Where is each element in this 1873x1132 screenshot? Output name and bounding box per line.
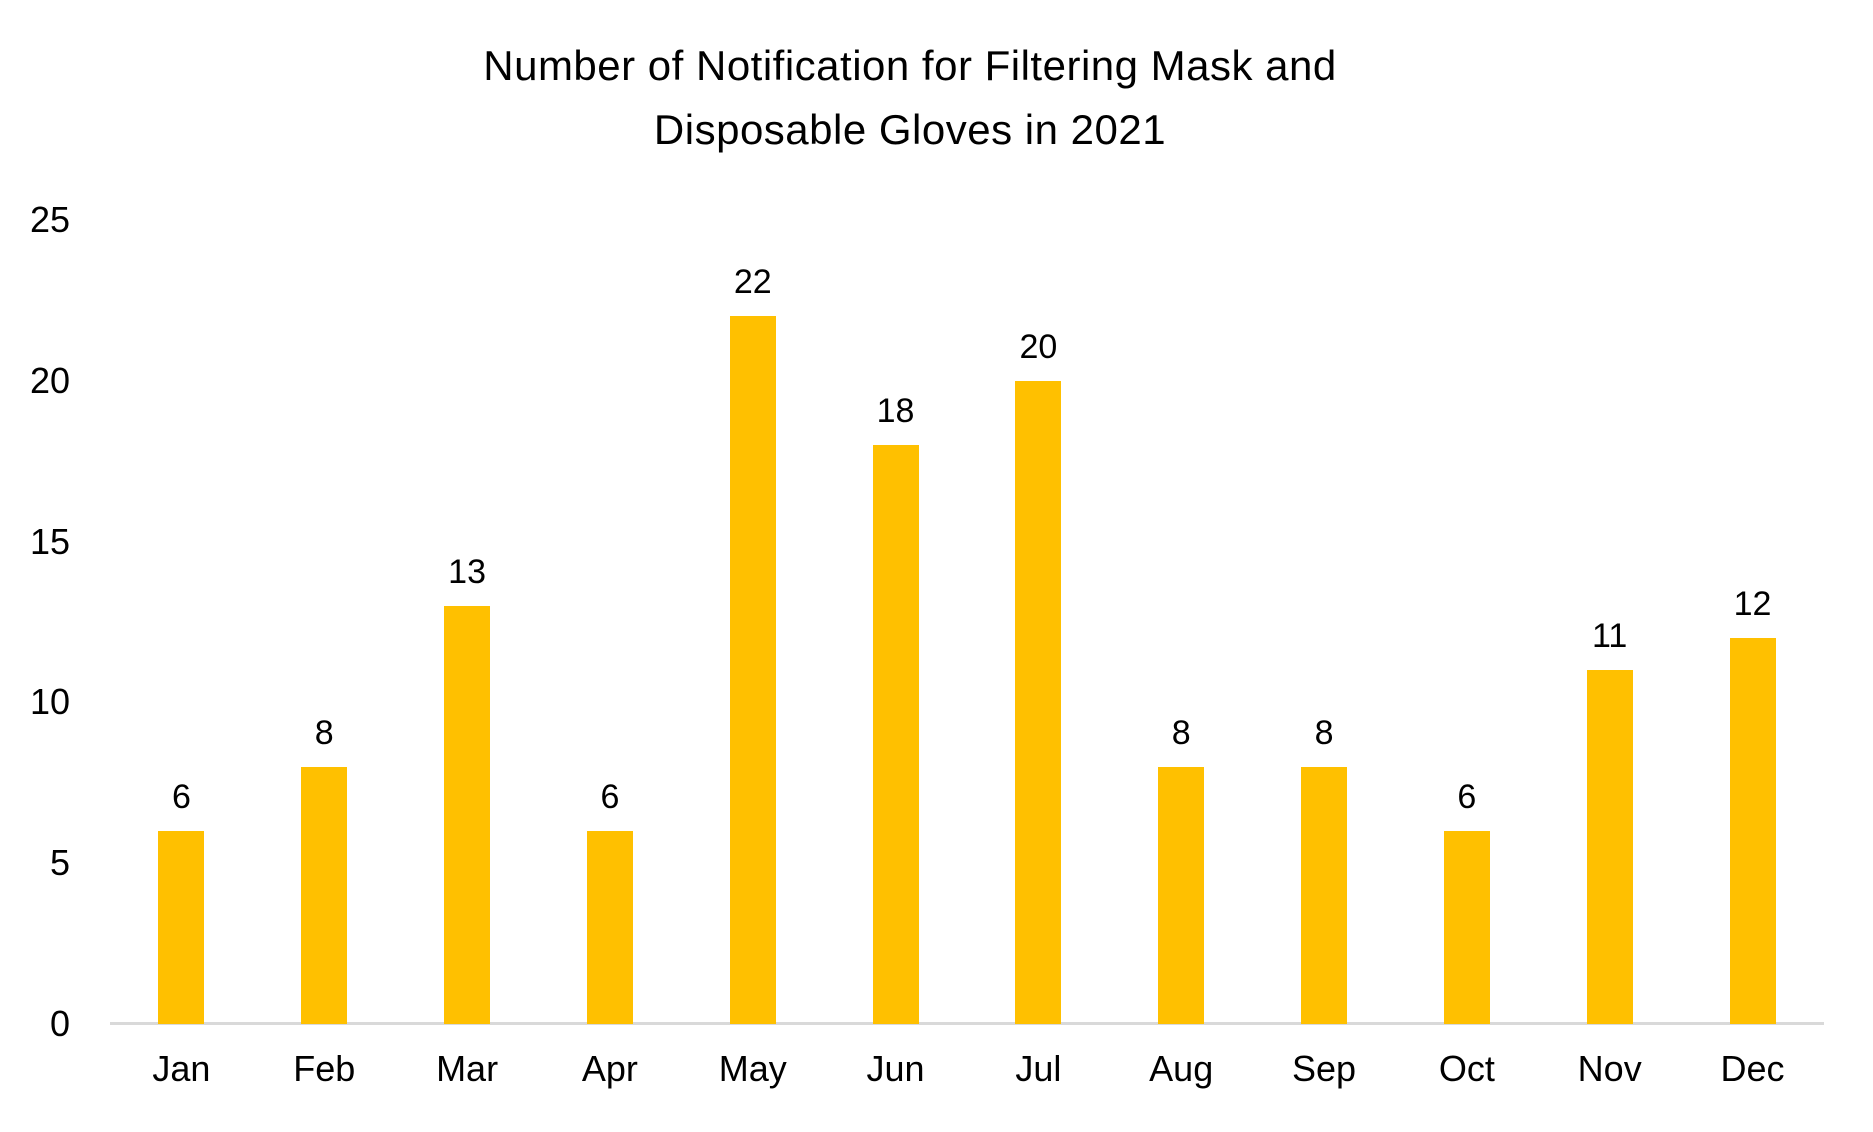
bar-dec (1729, 638, 1776, 1024)
x-axis-labels: Jan Feb Mar Apr May Jun Jul Aug Sep Oct Nov Dec (110, 1048, 1824, 1090)
bar-jun (872, 445, 919, 1024)
bar-value-label-oct: 6 (1457, 778, 1477, 817)
y-tick-label-0: 0 (49, 1003, 70, 1044)
bar-group-may: 22 (681, 220, 824, 1024)
chart-title-line-1: Number of Notification for Filtering Mas… (483, 42, 1337, 89)
bar-group-aug: 8 (1110, 220, 1253, 1024)
bar-value-label-nov: 11 (1592, 617, 1628, 656)
bar-value-label-apr: 6 (600, 778, 620, 817)
bar-group-jul: 20 (967, 220, 1110, 1024)
x-tick-label-jun: Jun (866, 1048, 925, 1089)
bar-value-label-may: 22 (733, 263, 772, 302)
bar-aug (1158, 766, 1205, 1024)
bar-nov (1586, 670, 1633, 1024)
y-tick-label-15: 15 (29, 520, 70, 562)
y-tick-label-20: 20 (29, 359, 70, 401)
y-tick-label-25: 25 (29, 199, 70, 240)
bar-value-label-sep: 8 (1314, 713, 1334, 752)
bar-group-jun: 18 (824, 220, 967, 1024)
bar-sep (1301, 766, 1348, 1024)
x-tick-label-feb: Feb (293, 1048, 356, 1089)
bar-may (729, 316, 776, 1024)
bar-mar (444, 605, 491, 1024)
bar-group-sep: 8 (1253, 220, 1396, 1024)
y-axis: 0 5 10 15 20 25 (0, 199, 70, 1044)
bar-group-apr: 6 (538, 220, 681, 1024)
x-tick-label-jan: Jan (152, 1048, 211, 1089)
bar-value-label-dec: 12 (1733, 585, 1772, 624)
bar-value-label-aug: 8 (1171, 713, 1191, 752)
x-tick-label-apr: Apr (581, 1048, 638, 1089)
y-tick-label-5: 5 (49, 842, 70, 884)
y-tick-label-10: 10 (29, 681, 70, 723)
chart-title-line-2: Disposable Gloves in 2021 (653, 106, 1167, 153)
bar-group-feb: 8 (253, 220, 396, 1024)
bar-group-jan: 6 (110, 220, 253, 1024)
x-tick-label-nov: Nov (1577, 1048, 1642, 1089)
x-tick-label-dec: Dec (1720, 1048, 1785, 1089)
bar-value-label-feb: 8 (314, 713, 334, 752)
x-tick-label-aug: Aug (1149, 1048, 1214, 1089)
bar-group-oct: 6 (1395, 220, 1538, 1024)
bar-group-mar: 13 (396, 220, 539, 1024)
bar-apr (586, 831, 633, 1024)
x-tick-label-jul: Jul (1015, 1048, 1062, 1089)
bar-group-dec: 12 (1681, 220, 1824, 1024)
bar-value-label-jul: 20 (1019, 327, 1058, 366)
x-tick-label-sep: Sep (1292, 1048, 1357, 1089)
x-tick-label-mar: Mar (436, 1048, 499, 1089)
bar-oct (1443, 831, 1490, 1024)
bar-feb (301, 766, 348, 1024)
chart-title: Number of Notification for Filtering Mas… (0, 34, 1820, 162)
bar-group-nov: 11 (1538, 220, 1681, 1024)
x-tick-label-oct: Oct (1438, 1048, 1495, 1089)
bars-container: 6 8 13 6 22 18 20 8 8 6 11 12 (110, 220, 1824, 1024)
bar-value-label-jan: 6 (171, 778, 191, 817)
bar-value-label-mar: 13 (448, 552, 486, 591)
bar-value-label-jun: 18 (876, 392, 915, 431)
bar-jan (158, 831, 205, 1024)
bar-jul (1015, 380, 1062, 1024)
x-axis-line (110, 1022, 1824, 1025)
x-tick-label-may: May (718, 1048, 787, 1089)
